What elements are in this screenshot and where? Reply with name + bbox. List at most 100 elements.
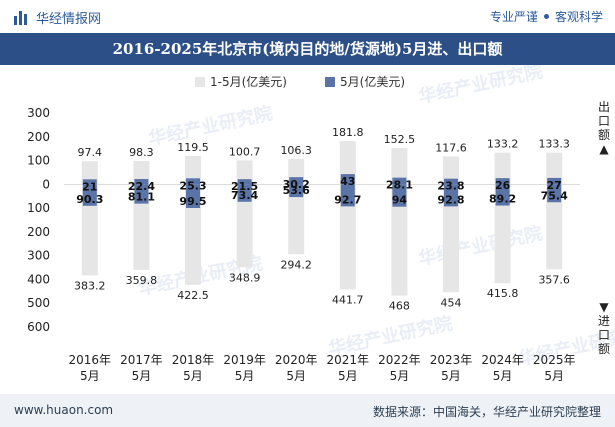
footer-source: 数据来源：中国海关，华经产业研究院整理 [372,405,601,419]
bar-import-cumulative [81,184,98,276]
import-label-text: 进口额 [597,314,610,356]
bar-export-month [444,178,458,185]
x-axis: 2016年 5月 2017年 5月 2018年 5月 2019年 5月 2020年 5月 2021年… [69,353,576,383]
bar-export-cumulative [185,155,201,185]
label-export-cumulative: 133.2 [487,138,519,151]
export-label-text: 出口额 [597,100,610,142]
bar-chart-logo-icon [14,10,30,25]
label-import-month: 92.8 [437,193,464,206]
label-export-month: 21 [82,180,97,193]
bar-export-month [186,178,200,185]
y-tick-label: 200 [27,225,50,239]
down-arrow-icon: ▼ [599,300,609,314]
bar-import-month [495,184,510,206]
bar-import-month [340,184,355,207]
y-tick-label: 300 [27,106,50,120]
x-tick-label: 2022年 5月 [378,353,421,383]
label-export-cumulative: 152.5 [384,133,416,146]
bar-export-month [495,178,510,185]
dot-separator-icon [543,14,549,19]
bar-export-cumulative [339,141,356,185]
bar-import-cumulative [133,184,150,270]
label-import-cumulative: 383.2 [74,279,106,292]
watermark-text: 华经产业研究院 [416,65,544,108]
legend-label-month: 5月(亿美元) [340,74,405,89]
label-import-month: 90.3 [76,193,103,206]
bar-import-month [444,184,458,207]
bar-import-month [547,184,562,203]
bar-export-month [289,177,304,185]
bar-import-month [134,184,149,204]
x-tick-label: 2023年 5月 [430,353,473,383]
watermark-text: 华经产业研究院 [146,102,274,150]
label-import-month: 99.5 [179,195,206,208]
bar-export-cumulative [133,160,150,185]
tagline-right: 客观科学 [554,10,603,24]
legend-swatch-cumulative [195,77,205,87]
up-arrow-icon: ▲ [599,142,609,156]
legend: 1-5月(亿美元) 5月(亿美元) [195,74,405,89]
label-export-cumulative: 100.7 [229,145,261,158]
brand-name: 华经情报网 [36,12,102,27]
y-axis: 300 200 100 0 100 200 300 400 500 600 [27,106,580,334]
bar-export-month [340,174,355,185]
bars [81,141,563,296]
tagline-left: 专业严谨 [489,10,538,24]
x-tick-label: 2018年 5月 [172,353,215,383]
y-tick-label: 100 [27,154,50,168]
y-tick-label: 600 [27,320,50,334]
bar-export-month [134,179,149,185]
chart-title: 2016-2025年北京市(境内目的地/货源地)5月进、出口额 [0,33,615,65]
label-export-month: 21.5 [231,180,258,193]
label-import-cumulative: 441.7 [332,293,364,306]
label-export-cumulative: 106.3 [280,144,312,157]
label-import-cumulative: 454 [441,296,462,309]
bar-import-month [186,184,200,208]
label-import-cumulative: 357.6 [538,273,570,286]
bar-export-cumulative [236,160,253,185]
y-tick-label: 400 [27,272,50,286]
x-tick-label: 2017年 5月 [120,353,163,383]
label-import-month: 89.2 [489,193,516,206]
bar-export-month [392,177,407,185]
right-label-export: 出口额 ▲ [597,100,611,156]
label-export-month: 22.4 [128,180,155,193]
y-tick-label: 500 [27,296,50,310]
bar-export-cumulative [391,148,408,185]
label-export-month: 27 [547,179,562,192]
x-tick-label: 2019年 5月 [223,353,266,383]
bar-import-month [82,184,97,206]
bar-import-cumulative [443,184,459,293]
bar-export-cumulative [443,156,459,185]
bar-import-month [289,184,304,198]
footer-website: www.huaon.com [14,403,114,417]
bar-export-month [547,177,562,185]
bar-import-month [237,184,252,202]
label-export-cumulative: 119.5 [177,141,209,154]
bar-import-cumulative [288,184,305,255]
bar-export-month [237,179,252,185]
label-import-cumulative: 422.5 [177,289,209,302]
y-tick-label: 300 [27,249,50,263]
label-import-month: 81.1 [128,191,155,204]
bar-export-cumulative [494,152,511,185]
bar-import-cumulative [494,184,511,284]
label-export-cumulative: 133.3 [538,138,570,151]
label-export-month: 25.3 [179,179,206,192]
bar-import-month [392,184,407,207]
label-export-month: 30.2 [283,178,310,191]
label-import-month: 73.4 [231,189,258,202]
x-tick-label: 2021年 5月 [327,353,370,383]
bar-export-cumulative [81,161,98,185]
y-tick-label: 200 [27,130,50,144]
label-export-month: 28.1 [386,179,413,192]
y-tick-label: 100 [27,201,50,215]
label-import-cumulative: 294.2 [280,258,312,271]
y-tick-label: 0 [42,177,50,191]
label-export-cumulative: 98.3 [129,146,154,159]
footer: www.huaon.com 数据来源：中国海关，华经产业研究院整理 [0,394,615,427]
label-export-month: 23.8 [437,180,464,193]
label-import-month: 92.7 [334,193,361,206]
chart: 1-5月(亿美元) 5月(亿美元) 华经产业研究院华经产业研究院华经产业研究院华… [27,65,615,383]
